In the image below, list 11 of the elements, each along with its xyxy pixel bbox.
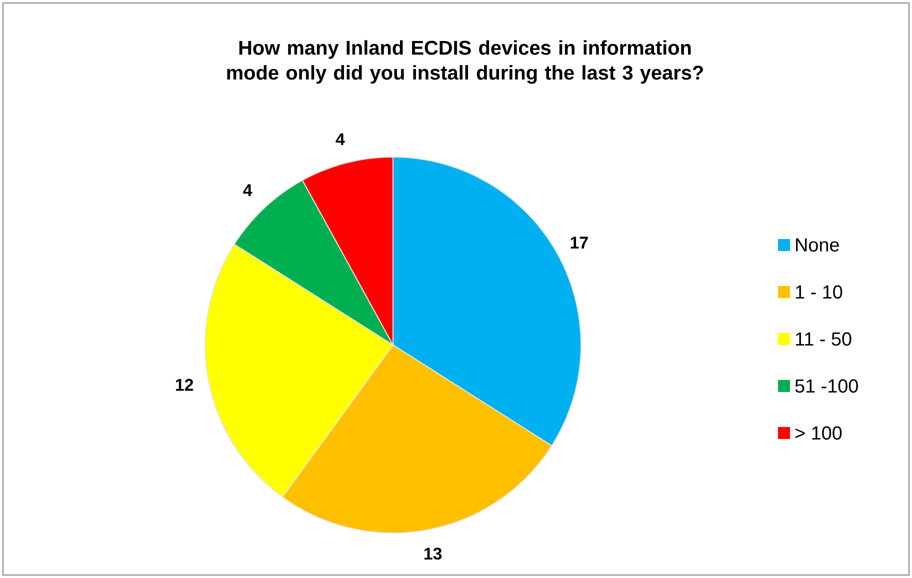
data-label: 13: [424, 548, 442, 560]
legend-label: 1 - 10: [796, 285, 842, 299]
data-label: 4: [336, 133, 345, 146]
legend-label: None: [796, 238, 839, 252]
legend-label: 11 - 50: [796, 332, 852, 346]
data-label: 12: [176, 378, 194, 391]
data-label: 17: [570, 236, 588, 248]
legend-label: 51 -100: [795, 379, 858, 393]
legend-label: > 100: [795, 426, 842, 440]
data-label: 4: [243, 184, 252, 196]
chart-title: How many Inland ECDIS devices in information mode only did you install during the last 3 years?: [227, 40, 703, 84]
